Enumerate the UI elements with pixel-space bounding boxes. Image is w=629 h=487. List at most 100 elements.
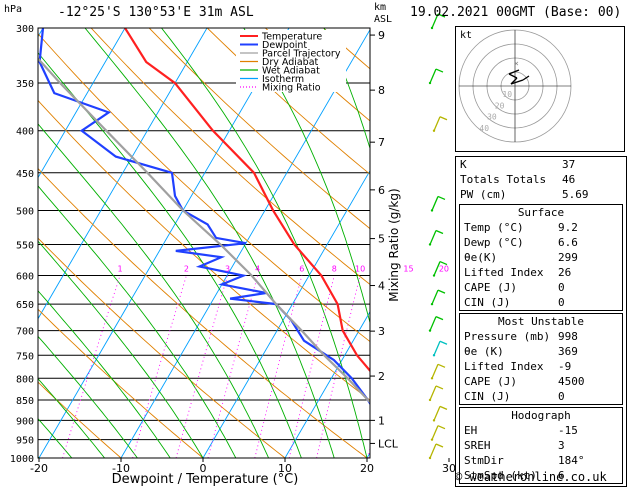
wet-adiabat-line xyxy=(38,185,237,458)
wet-adiabat-line xyxy=(243,28,370,325)
chart-traces xyxy=(38,28,370,406)
wet-adiabat-line xyxy=(397,28,455,458)
temperature-tick-label: -10 xyxy=(112,462,130,475)
temperature-tick-label: 20 xyxy=(360,462,374,475)
pressure-tick-label: 500 xyxy=(16,206,34,217)
km-tick-label: 1 xyxy=(378,414,385,427)
most-unstable-section: Most Unstable Pressure (mb) 998 θe (K) 369… xyxy=(459,313,623,405)
legend-entry: Parcel Trajectory xyxy=(262,49,341,60)
wet-adiabat-line xyxy=(323,28,370,150)
y-axis-label-mixing-ratio: Mixing Ratio (g/kg) xyxy=(387,188,401,301)
wet-adiabat-line xyxy=(38,240,204,458)
mixing-ratio-labels: 12346810152025 xyxy=(117,265,449,274)
mixing-ratio-label: 15 xyxy=(403,265,413,274)
asl-unit-label: ASL xyxy=(374,14,393,25)
km-tick-label: 4 xyxy=(378,280,385,293)
dry-adiabat-line xyxy=(38,308,204,458)
wind-barb-staff xyxy=(429,230,437,245)
mu-row: θe (K) 369 xyxy=(464,345,578,358)
surface-row: θe(K) 299 xyxy=(464,251,578,264)
mixing-ratio-label: 3 xyxy=(225,265,230,274)
wind-barb-staff xyxy=(433,406,441,421)
wind-barb-flag xyxy=(439,116,448,121)
wind-barb-staff xyxy=(429,68,437,84)
isotherm-line xyxy=(202,169,370,458)
pressure-tick-label: 350 xyxy=(16,79,34,90)
wind-barb-base xyxy=(428,81,432,85)
wet-adiabat-line xyxy=(38,290,171,458)
indices-panel: K 37 Totals Totals 46 PW (cm) 5.69 Surface … xyxy=(455,156,627,487)
index-row-pw: PW (cm) 5.69 xyxy=(460,188,589,201)
mixing-ratio-label: 6 xyxy=(299,265,304,274)
wind-barb-base xyxy=(432,419,436,422)
mixing-ratio-line xyxy=(316,275,361,458)
temperature-trace xyxy=(124,28,370,373)
pressure-tick-label: 850 xyxy=(16,396,34,407)
wind-barb-flag xyxy=(439,405,448,410)
km-tick-label: LCL xyxy=(378,437,399,450)
x-axis-label: Dewpoint / Temperature (°C) xyxy=(112,472,299,486)
surface-row: CAPE (J) 0 xyxy=(464,281,565,294)
surface-row: CIN (J) 0 xyxy=(464,296,565,309)
wind-barb-flag xyxy=(435,316,444,321)
wind-barb-flag xyxy=(437,289,446,294)
hodograph-ring-label: 10 xyxy=(502,90,512,99)
wet-adiabat-line xyxy=(38,52,302,458)
mixing-ratio-line xyxy=(132,275,187,458)
wet-adiabat-line xyxy=(38,123,270,458)
legend-entry: Isotherm xyxy=(262,74,304,85)
wind-barb-staff xyxy=(431,425,439,440)
wind-barb-base xyxy=(430,377,434,380)
wind-barb-staff xyxy=(433,340,441,356)
hodograph: kt 10 20 30 40 × xyxy=(455,26,625,152)
plot-frame xyxy=(37,27,371,459)
pressure-tick-label: 550 xyxy=(16,240,34,251)
wet-adiabat-line xyxy=(38,335,138,458)
wet-adiabat-line xyxy=(38,377,105,458)
dry-adiabat-line xyxy=(38,237,286,458)
wind-barb-staff xyxy=(433,116,441,132)
wind-barb-flag xyxy=(437,195,446,201)
wind-barb-flag xyxy=(437,425,446,430)
dry-adiabat-line xyxy=(38,99,370,401)
hodograph-ring-label: 20 xyxy=(495,101,505,110)
chart-grid xyxy=(38,28,455,458)
legend-entry: Temperature xyxy=(261,32,322,43)
wind-barb-staff xyxy=(433,261,441,276)
mixing-ratio-line xyxy=(406,276,444,458)
wind-barb-flag xyxy=(439,340,448,345)
skewt-chart: 12346810152025 3003504004505005506006507… xyxy=(10,13,455,486)
index-row-k: K 37 xyxy=(460,158,576,171)
wind-barb-base xyxy=(428,243,432,246)
wind-barb-staff xyxy=(429,385,437,401)
dry-adiabat-line xyxy=(440,28,455,458)
isotherm-line xyxy=(284,310,370,458)
km-tick-label: 7 xyxy=(378,136,385,149)
wind-barb-staff xyxy=(429,443,437,459)
wind-barb-base xyxy=(430,438,434,441)
mu-row: CIN (J) 0 xyxy=(464,390,565,403)
wet-adiabat-line xyxy=(38,418,73,458)
wind-barb-flag xyxy=(435,385,444,390)
mixing-ratio-line xyxy=(436,276,455,458)
dry-adiabat-line xyxy=(38,381,122,458)
pressure-tick-label: 1000 xyxy=(10,454,34,465)
wind-barb-base xyxy=(432,354,436,357)
wet-adiabat-line xyxy=(161,28,368,458)
copyright: © weatheronline.co.uk xyxy=(455,470,607,484)
surface-title: Surface xyxy=(517,206,565,219)
pressure-tick-label: 900 xyxy=(16,416,34,427)
surface-row: Dewp (°C) 6.6 xyxy=(464,236,578,249)
legend-entry: Mixing Ratio xyxy=(262,83,321,94)
hodo-row: StmSpd (kt) 6 xyxy=(464,469,565,482)
location-header: -12°25'S 130°53'E 31m ASL xyxy=(58,5,254,20)
temperature-tick-label: 0 xyxy=(200,462,207,475)
wind-barb-base xyxy=(432,129,436,132)
pressure-tick-label: 800 xyxy=(16,374,34,385)
temperature-tick-label: 10 xyxy=(278,462,292,475)
temperature-tick-label: 30 xyxy=(442,462,455,475)
hpa-unit-label: hPa xyxy=(4,4,23,15)
isotherm-line xyxy=(38,28,126,179)
mixing-ratio-line xyxy=(175,275,228,458)
